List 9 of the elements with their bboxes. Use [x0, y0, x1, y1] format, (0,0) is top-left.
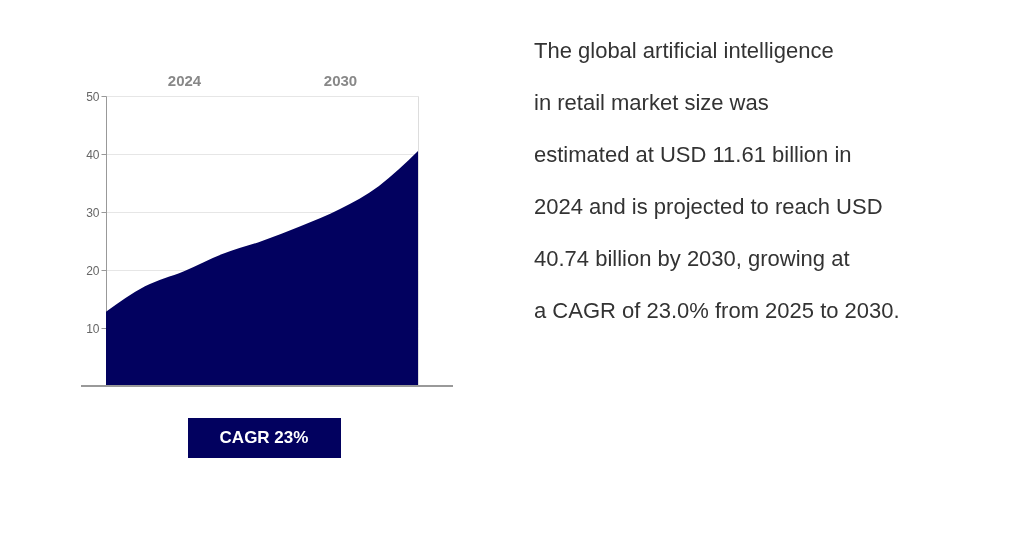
y-tick-label: 30 — [86, 205, 100, 220]
y-tick-label: 50 — [86, 89, 100, 104]
y-tick-label: 20 — [86, 263, 100, 278]
x-tick-label: 2030 — [323, 71, 358, 89]
y-tick-label: 40 — [86, 147, 100, 162]
text: The global artificial intelligence in retail market size was estimated at USD 11.61 billion in 2024 and is projected to reach USD 40.74 billion by 2030, growing at a CAGR of 23.0% from 2025 to 2030. — [534, 38, 900, 323]
text: CAGR 23% — [219, 428, 309, 447]
y-tick-label: 10 — [86, 321, 100, 336]
x-tick-label: 2024 — [167, 71, 202, 89]
